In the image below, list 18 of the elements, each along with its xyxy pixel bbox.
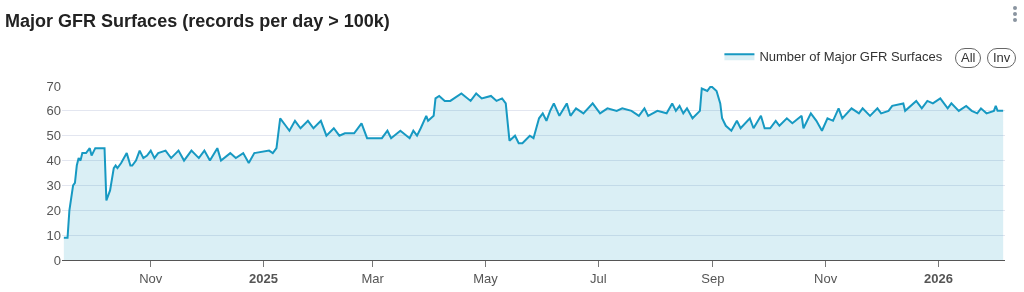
y-tick-label: 30 <box>46 177 61 193</box>
chart-title: Major GFR Surfaces (records per day > 100k) <box>5 10 390 31</box>
x-tick-label: May <box>473 270 499 286</box>
y-tick-label: 60 <box>46 103 61 119</box>
x-tick-label: 2025 <box>249 270 278 286</box>
y-tick-label: 50 <box>46 128 61 144</box>
y-tick-label: 10 <box>46 227 61 243</box>
x-tick-label: Sep <box>701 270 725 286</box>
x-tick-label: Nov <box>814 270 838 286</box>
x-tick-label: 2026 <box>923 270 953 286</box>
y-tick-label: 70 <box>46 78 61 94</box>
x-tick-label: Nov <box>139 270 163 286</box>
y-tick-label: 20 <box>46 202 61 218</box>
x-tick-label: Mar <box>361 270 385 286</box>
y-tick-label: 40 <box>46 153 61 169</box>
legend-label: Number of Major GFR Surfaces <box>759 49 943 65</box>
x-tick-label: Jul <box>589 270 607 286</box>
y-tick-label: 0 <box>53 252 61 268</box>
